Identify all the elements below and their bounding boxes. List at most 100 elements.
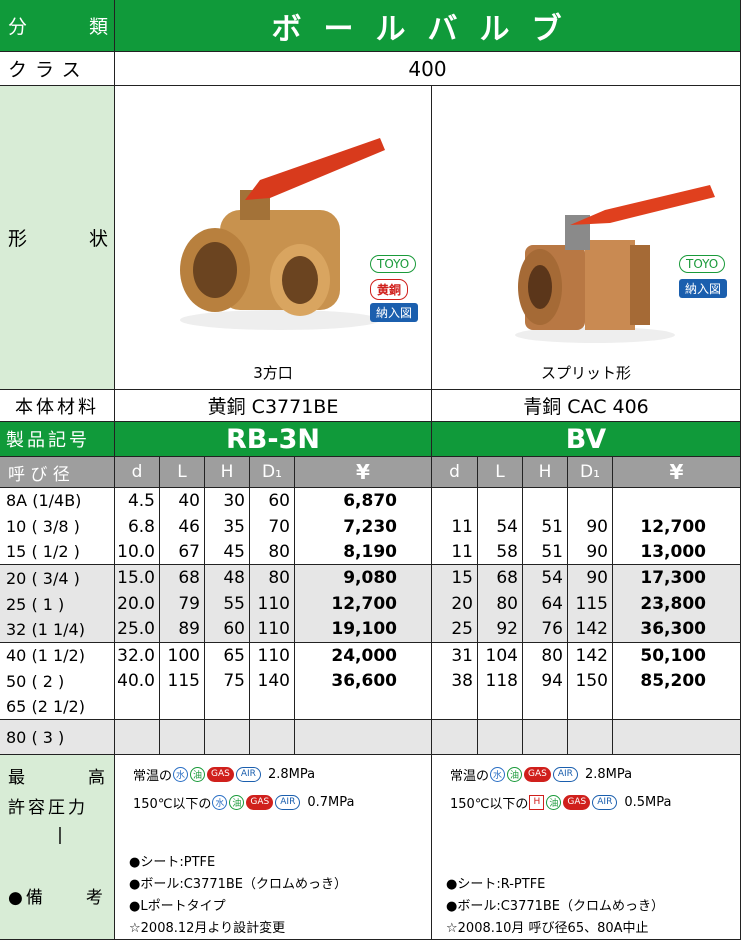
column-header: d (432, 457, 478, 488)
spec-cell: 9,080 (295, 565, 432, 592)
spec-cell: 140 (250, 668, 295, 695)
spec-cell: 65 (205, 642, 250, 669)
remark: ●シート:PTFE (129, 855, 216, 870)
spec-cell (568, 694, 613, 721)
spec-cell (613, 694, 741, 721)
pressure-value: 2.8MPa (267, 766, 316, 782)
spec-cell: 80 (250, 565, 295, 592)
spec-cell: 115 (160, 668, 205, 695)
label-cell (0, 755, 115, 940)
valve-image-rb3n (180, 138, 385, 330)
size: 8A (1/4B) (0, 488, 115, 514)
spec-cell: 76 (523, 617, 568, 643)
size: 50 ( 2 ) (0, 668, 115, 695)
spec-cell (432, 720, 478, 756)
pressure-line: 150℃以下の H 油 GAS AIR 0.5MPa (450, 791, 739, 813)
spec-cell (523, 488, 568, 514)
medium-icon: AIR (275, 794, 301, 810)
spec-cell: 7,230 (295, 513, 432, 540)
spec-cell: 15 (432, 565, 478, 592)
spec-cell (295, 694, 432, 721)
remark: ●ボール:C3771BE（クロムめっき） (446, 899, 665, 914)
spec-cell (523, 694, 568, 721)
spec-cell (160, 694, 205, 721)
medium-icon: 油 (190, 766, 206, 782)
spec-cell: 118 (478, 668, 523, 695)
remark: ●シート:R-PTFE (446, 877, 546, 892)
spec-cell: 20.0 (115, 591, 160, 617)
spec-cell: 54 (523, 565, 568, 592)
spec-cell (205, 720, 250, 756)
column-header: L (160, 457, 205, 488)
spec-cell (568, 488, 613, 514)
medium-icon: 水 (212, 794, 228, 810)
image-cell: 3方口 (115, 86, 432, 390)
spec-cell (115, 720, 160, 756)
spec-cell (613, 720, 741, 756)
spec-cell: 25.0 (115, 617, 160, 643)
column-header: L (478, 457, 523, 488)
spec-cell: 60 (205, 617, 250, 643)
spec-cell: 90 (568, 513, 613, 540)
medium-icon: 油 (507, 766, 523, 782)
pressure-prefix: 150℃以下の (133, 796, 212, 812)
spec-cell: 90 (568, 565, 613, 592)
spec-cell: 68 (478, 565, 523, 592)
spec-cell: 104 (478, 642, 523, 669)
spec-cell: 60 (250, 488, 295, 514)
spec-cell: 40.0 (115, 668, 160, 695)
label: 分 類 (0, 0, 115, 52)
column-header: ¥ (613, 457, 741, 488)
medium-icon: 水 (173, 766, 189, 782)
spec-cell: 75 (205, 668, 250, 695)
pressure-line: 常温の水油 GAS AIR 2.8MPa (450, 763, 739, 785)
spec-cell (432, 694, 478, 721)
size: 65 (2 1/2) (0, 694, 115, 721)
spec-cell (478, 720, 523, 756)
label: | (57, 825, 66, 845)
material: 青銅 CAC 406 (432, 390, 741, 422)
spec-cell: 68 (160, 565, 205, 592)
spec-cell: 85,200 (613, 668, 741, 695)
spec-cell: 70 (250, 513, 295, 540)
spec-cell: 30 (205, 488, 250, 514)
caption: スプリット形 (540, 364, 631, 382)
spec-cell: 35 (205, 513, 250, 540)
spec-cell: 11 (432, 539, 478, 566)
spec-cell (295, 720, 432, 756)
spec-cell (205, 694, 250, 721)
spec-cell: 8,190 (295, 539, 432, 566)
spec-cell: 38 (432, 668, 478, 695)
spec-cell: 58 (478, 539, 523, 566)
label: 許容圧力 (8, 797, 88, 818)
label: 呼 び 径 (0, 457, 115, 488)
spec-cell: 54 (478, 513, 523, 540)
pressure-prefix: 150℃以下の (450, 796, 529, 812)
spec-cell: 92 (478, 617, 523, 643)
spec-cell: 4.5 (115, 488, 160, 514)
spec-cell: 24,000 (295, 642, 432, 669)
spec-cell: 6,870 (295, 488, 432, 514)
column-header: H (205, 457, 250, 488)
valve-image-bv (515, 185, 715, 343)
medium-icon: AIR (552, 766, 578, 782)
spec-cell: 142 (568, 642, 613, 669)
spec-cell: 115 (568, 591, 613, 617)
medium-icon: H (529, 794, 545, 810)
medium-icon: AIR (235, 766, 261, 782)
spec-cell: 32.0 (115, 642, 160, 669)
label: 形 状 (0, 86, 115, 390)
category: ボールバルブ (115, 0, 741, 52)
pressure-prefix: 常温の (133, 768, 173, 784)
spec-cell (250, 720, 295, 756)
spec-cell: 142 (568, 617, 613, 643)
spec-cell: 90 (568, 539, 613, 566)
spec-cell: 80 (478, 591, 523, 617)
spec-cell: 13,000 (613, 539, 741, 566)
medium-icon: AIR (592, 794, 618, 810)
spec-cell: 100 (160, 642, 205, 669)
pressure-prefix: 常温の (450, 768, 490, 784)
badge: 納入図 (370, 303, 419, 322)
spec-cell: 25 (432, 617, 478, 643)
